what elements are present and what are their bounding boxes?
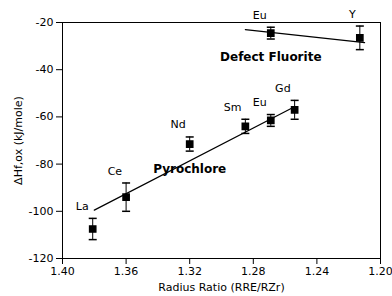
- svg-text:1.28: 1.28: [241, 265, 265, 278]
- svg-text:-40: -40: [36, 63, 54, 76]
- svg-text:Ce: Ce: [108, 165, 123, 178]
- svg-text:Nd: Nd: [170, 118, 185, 131]
- svg-text:Gd: Gd: [275, 82, 291, 95]
- svg-text:-80: -80: [36, 158, 54, 171]
- svg-text:ΔHf,ox (kJ/mole): ΔHf,ox (kJ/mole): [12, 96, 25, 185]
- svg-text:Sm: Sm: [224, 101, 242, 114]
- svg-text:-120: -120: [29, 252, 54, 265]
- svg-text:-60: -60: [36, 110, 54, 123]
- svg-text:1.40: 1.40: [50, 265, 75, 278]
- svg-text:Defect Fluorite: Defect Fluorite: [220, 50, 322, 64]
- svg-text:Eu: Eu: [253, 96, 267, 109]
- svg-text:Eu: Eu: [253, 9, 267, 22]
- svg-text:-100: -100: [29, 205, 54, 218]
- svg-text:Y: Y: [348, 8, 356, 21]
- svg-text:1.36: 1.36: [114, 265, 139, 278]
- svg-text:1.24: 1.24: [305, 265, 330, 278]
- svg-text:1.20: 1.20: [368, 265, 392, 278]
- svg-text:Radius Ratio (RRE/RZr): Radius Ratio (RRE/RZr): [158, 281, 284, 294]
- svg-text:La: La: [76, 200, 89, 213]
- svg-text:1.32: 1.32: [177, 265, 202, 278]
- svg-text:Pyrochlore: Pyrochlore: [153, 162, 226, 176]
- svg-text:-20: -20: [36, 16, 54, 29]
